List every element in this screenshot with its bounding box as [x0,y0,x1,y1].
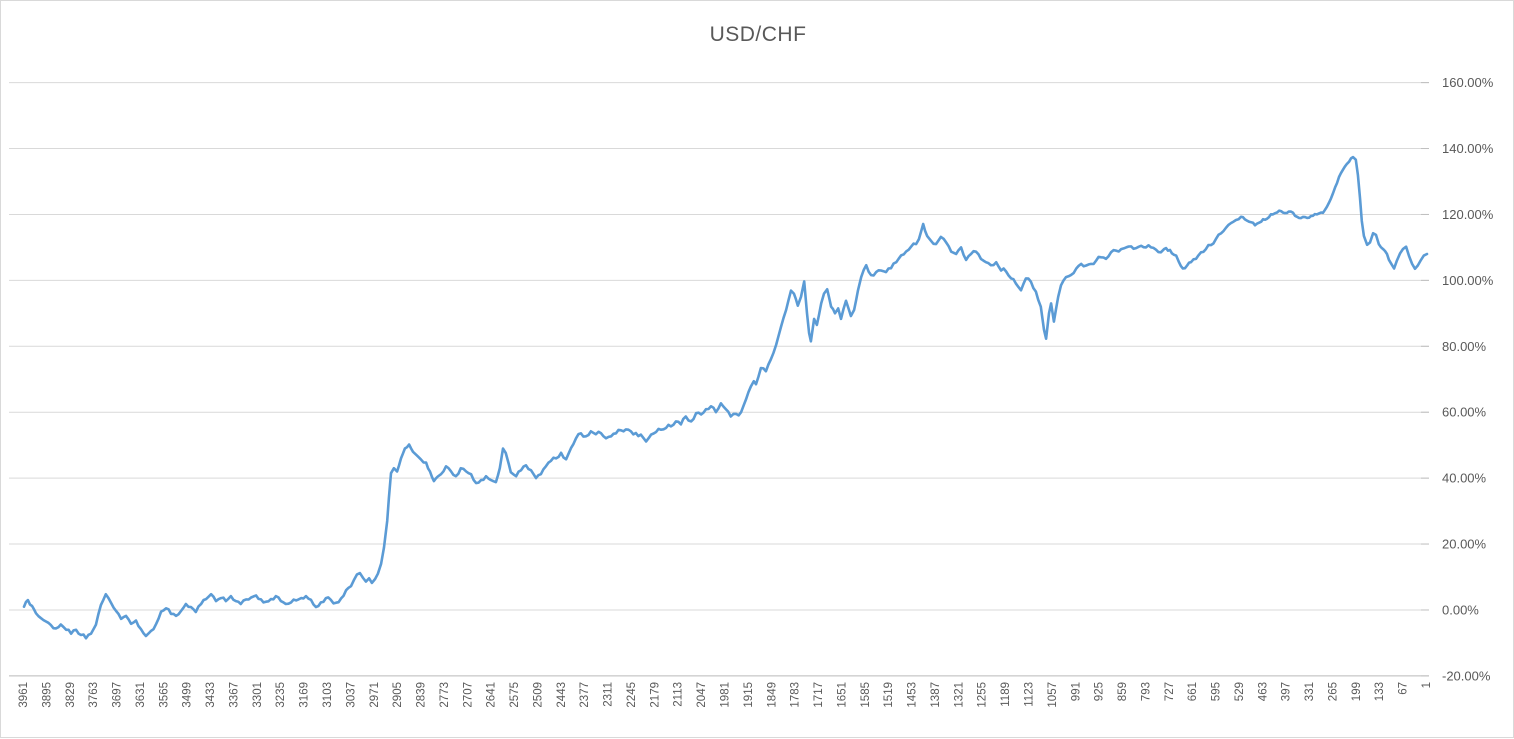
y-axis-label: 100.00% [1442,273,1494,288]
x-axis-label: 1255 [977,682,989,708]
x-axis-label: 3169 [299,682,311,708]
x-axis-label: 2113 [673,682,685,707]
x-axis-label: 1651 [836,682,848,708]
x-axis-label: 67 [1398,682,1410,695]
x-axis-label: 265 [1328,682,1340,701]
x-axis-label: 2839 [416,682,428,708]
x-axis-label: 2377 [579,682,591,708]
x-axis-label: 1915 [743,682,755,708]
x-axis-label: 397 [1281,682,1293,701]
x-axis-label: 1783 [790,682,802,708]
x-axis-label: 2443 [556,682,568,708]
x-axis-label: 2047 [696,682,708,708]
x-axis-label: 3961 [18,682,30,708]
chart-title: USD/CHF [709,23,807,46]
x-axis-label: 3499 [182,682,194,708]
x-axis-label: 1453 [907,682,919,708]
x-axis-label: 3235 [275,682,287,708]
x-axis-label: 3367 [228,682,240,708]
x-axis-label: 859 [1117,682,1129,701]
x-axis-label: 2179 [649,682,661,708]
y-axis-label: 160.00% [1442,75,1494,90]
x-axis-label: 3895 [41,682,53,708]
x-axis-label: 331 [1304,682,1316,701]
x-axis-label: 3763 [88,682,100,708]
y-axis-label: 40.00% [1442,471,1487,486]
y-axis-label: 0.00% [1442,602,1479,617]
x-axis-label: 595 [1211,682,1223,701]
x-axis-label: 133 [1374,682,1386,701]
x-axis-label: 529 [1234,682,1246,701]
x-axis-label: 1981 [720,682,732,708]
x-axis-label: 661 [1187,682,1199,701]
x-axis-label: 1849 [766,682,778,708]
x-axis-label: 3565 [158,682,170,708]
x-axis-label: 1717 [813,682,825,708]
x-axis-label: 3103 [322,682,334,708]
x-axis-label: 793 [1140,682,1152,701]
y-axis-label: -20.00% [1442,668,1491,683]
x-axis-label: 2245 [626,682,638,708]
y-axis-label: 140.00% [1442,141,1494,156]
x-axis-label: 3301 [252,682,264,708]
x-axis-label: 2971 [369,682,381,708]
x-axis-label: 2575 [509,682,521,708]
x-axis-label: 2773 [439,682,451,708]
x-axis-label: 3829 [65,682,77,708]
x-axis-label: 1 [1421,682,1433,688]
x-axis-label: 2641 [486,682,498,708]
x-axis-label: 1189 [1000,682,1012,707]
x-axis-label: 2707 [462,682,474,708]
y-axis-label: 80.00% [1442,339,1487,354]
x-axis-label: 3433 [205,682,217,708]
x-axis-label: 1057 [1047,682,1059,708]
x-axis-label: 1519 [883,682,895,708]
x-axis-label: 3631 [135,682,147,708]
x-axis-label: 1321 [953,682,965,708]
x-axis-label: 463 [1257,682,1269,701]
x-axis-label: 1123 [1024,682,1036,707]
x-axis-label: 991 [1070,682,1082,701]
x-axis-label: 2905 [392,682,404,708]
y-axis-label: 20.00% [1442,537,1487,552]
x-axis-label: 3037 [345,682,357,708]
y-axis-label: 120.00% [1442,207,1494,222]
x-axis-label: 3697 [112,682,124,708]
series-line-usdchf [22,155,1429,640]
x-axis-label: 199 [1351,682,1363,701]
x-axis-label: 925 [1094,682,1106,701]
x-axis-label: 2311 [603,682,615,707]
x-axis-label: 1585 [860,682,872,708]
y-axis-label: 60.00% [1442,405,1487,420]
x-axis-label: 2509 [532,682,544,708]
x-axis-label: 727 [1164,682,1176,701]
x-axis-label: 1387 [930,682,942,708]
